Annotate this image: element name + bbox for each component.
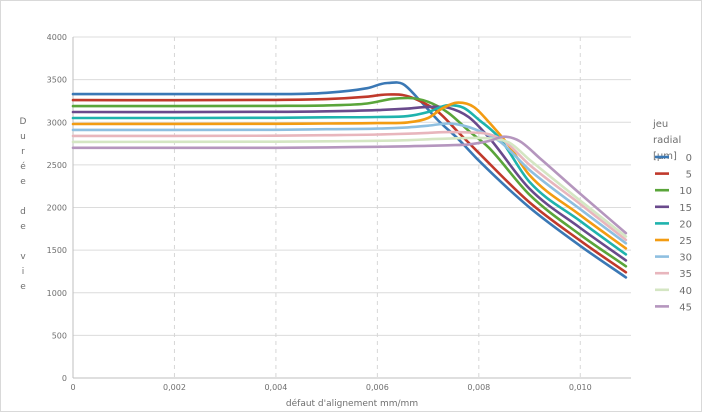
legend-label-30: 30 xyxy=(679,253,692,264)
legend-label-5: 5 xyxy=(686,170,692,181)
series-line-15 xyxy=(71,105,628,262)
y-tick-label: 2000 xyxy=(47,204,67,213)
y-tick-label: 3000 xyxy=(47,118,67,127)
x-tick-label: 0,002 xyxy=(163,383,186,392)
y-tick-label: 4000 xyxy=(47,33,67,42)
legend-label-0: 0 xyxy=(686,153,692,164)
y-tick-label: 1000 xyxy=(47,289,67,298)
y-tick-label: 500 xyxy=(52,331,67,340)
legend-label-35: 35 xyxy=(679,269,692,280)
x-tick-label: 0,006 xyxy=(366,383,389,392)
series-line-10 xyxy=(71,96,628,268)
legend-title-line: jeu xyxy=(652,119,668,130)
legend-label-15: 15 xyxy=(679,203,692,214)
x-tick-label: 0 xyxy=(70,383,75,392)
legend-label-20: 20 xyxy=(679,219,692,230)
y-tick-label: 2500 xyxy=(47,161,67,170)
x-tick-label: 0,010 xyxy=(569,383,592,392)
y-tick-label: 1500 xyxy=(47,246,67,255)
legend-title-line: radial xyxy=(653,135,681,146)
y-tick-label: 3500 xyxy=(47,76,67,85)
series-line-25 xyxy=(71,101,628,250)
series-line-5 xyxy=(71,93,628,274)
x-tick-label: 0,008 xyxy=(467,383,490,392)
x-tick-label: 0,004 xyxy=(264,383,287,392)
legend-label-40: 40 xyxy=(679,286,692,297)
y-tick-label: 0 xyxy=(62,374,67,383)
x-axis-title: défaut d'alignement mm/mm xyxy=(286,398,418,409)
series-line-40 xyxy=(71,136,628,238)
series-line-30 xyxy=(71,122,628,245)
series-line-0 xyxy=(71,81,628,279)
series-line-35 xyxy=(71,130,628,242)
legend-label-25: 25 xyxy=(679,236,692,247)
series-line-45 xyxy=(71,135,628,235)
series-line-20 xyxy=(71,103,628,256)
legend-label-45: 45 xyxy=(679,302,692,313)
legend-label-10: 10 xyxy=(679,186,692,197)
